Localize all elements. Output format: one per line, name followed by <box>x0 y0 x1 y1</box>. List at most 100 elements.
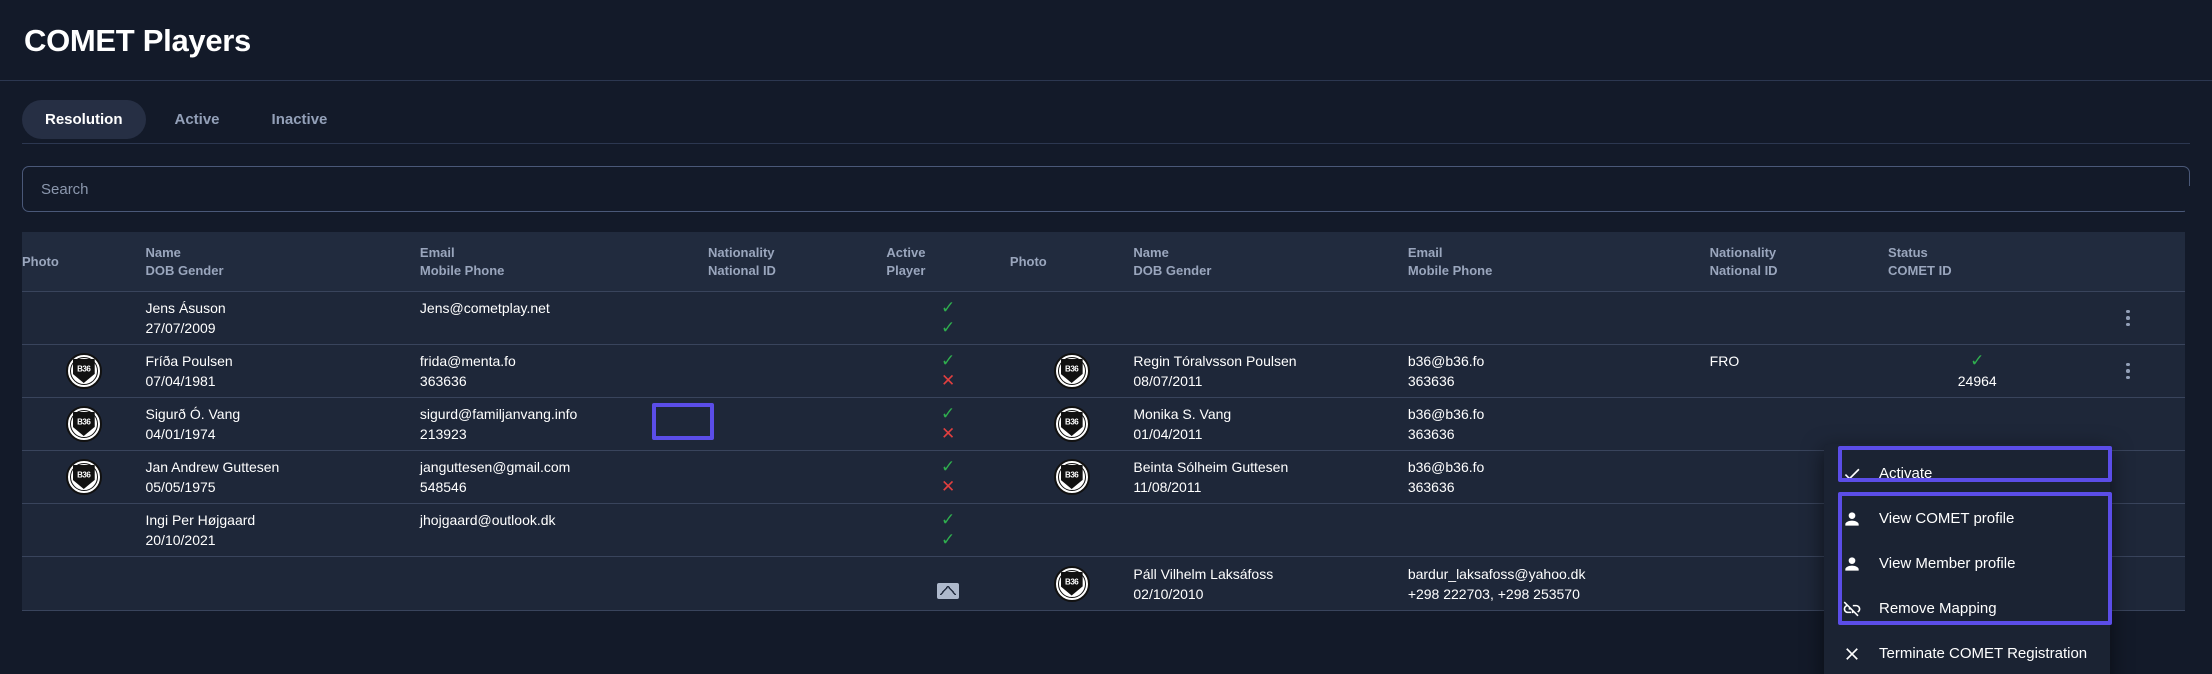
cell-nationality-right <box>1709 291 1889 345</box>
player-nationality <box>708 298 886 318</box>
cell-photo-right: B36 <box>1009 556 1134 611</box>
member-phone <box>1408 318 1710 338</box>
member-phone: +298 222703, +298 253570 <box>1407 585 1580 602</box>
cell-photo-right <box>1009 503 1134 557</box>
comet-id <box>1888 424 2066 444</box>
cell-photo-right: B36 <box>1009 450 1134 504</box>
row-menu-button[interactable] <box>2066 309 2190 327</box>
club-badge-icon: B36 <box>1053 565 1090 602</box>
table-row[interactable]: B36 Sigurð Ó. Vang 04/01/1974 sigurd@familj… <box>22 397 2190 451</box>
table-row[interactable]: B36 Fríða Poulsen 07/04/1981 frida@menta.fo… <box>22 344 2190 398</box>
tick-icon: ✓ <box>941 457 956 476</box>
member-name: Beinta Sólheim Guttesen <box>1133 459 1289 475</box>
col-name-right: Name DOB Gender <box>1133 232 1408 292</box>
player-name: Ingi Per Højgaard <box>145 512 256 528</box>
col-photo-left: Photo <box>22 232 146 292</box>
col-status: Status COMET ID <box>1888 232 2067 292</box>
comet-id <box>1888 318 2066 338</box>
cell-name-left: Jens Ásuson 27/07/2009 <box>145 291 420 345</box>
context-menu-item-remove-mapping[interactable]: Remove Mapping <box>1824 586 2110 631</box>
player-email: sigurd@familjanvang.info <box>419 406 578 422</box>
cell-active-player: ✓ ✕ <box>886 450 1010 504</box>
context-menu-item-label: Terminate COMET Registration <box>1879 645 2088 662</box>
member-name: Páll Vilhelm Laksáfoss <box>1133 565 1274 582</box>
col-active-player: Active Player <box>886 232 1010 292</box>
col-email-left-top: Email <box>419 245 455 260</box>
cell-name-left: Sigurð Ó. Vang 04/01/1974 <box>145 397 420 451</box>
cell-actions <box>2066 291 2190 345</box>
player-national-id <box>708 424 886 444</box>
cell-email-left: sigurd@familjanvang.info 213923 <box>419 397 709 451</box>
cell-active-player: ✓ ✕ <box>886 397 1010 451</box>
context-menu-item-view-comet-profile[interactable]: View COMET profile <box>1824 496 2110 541</box>
table-header-row: Photo Name DOB Gender Email Mobile Phone… <box>22 232 2190 292</box>
cell-email-right <box>1407 291 1710 345</box>
cell-active-player <box>886 556 1010 611</box>
search-input[interactable] <box>22 166 2190 212</box>
col-nationality-right-top: Nationality <box>1709 245 1777 260</box>
context-menu-item-activate[interactable]: Activate <box>1824 451 2110 496</box>
cell-nationality-left <box>708 450 887 504</box>
cell-nationality-left <box>708 397 887 451</box>
player-phone <box>420 318 708 338</box>
player-name <box>145 564 419 584</box>
search-container <box>0 144 2212 212</box>
tab-bar: Resolution Active Inactive <box>0 81 2212 143</box>
tab-inactive[interactable]: Inactive <box>271 110 328 128</box>
players-table: Photo Name DOB Gender Email Mobile Phone… <box>22 232 2190 611</box>
cell-name-right: Regin Tóralvsson Poulsen 08/07/2011 <box>1133 344 1408 398</box>
member-dob: 01/04/2011 <box>1133 426 1203 442</box>
cell-photo-right: B36 <box>1009 344 1134 398</box>
cell-actions <box>2066 397 2190 451</box>
table-row[interactable]: Ingi Per Højgaard 20/10/2021 jhojgaard@out… <box>22 503 2190 557</box>
col-email-left-sub: Mobile Phone <box>419 263 505 278</box>
mail-icon[interactable] <box>886 583 1009 604</box>
player-national-id <box>708 530 886 550</box>
tick-icon: ✓ <box>941 318 956 337</box>
context-menu-item-terminate-comet-registration[interactable]: Terminate COMET Registration <box>1824 631 2110 674</box>
cell-name-right <box>1133 503 1408 557</box>
col-photo-right: Photo <box>1009 232 1134 292</box>
close-icon <box>1842 644 1862 664</box>
player-national-id <box>708 318 886 338</box>
player-nationality <box>708 564 886 584</box>
player-dob: 27/07/2009 <box>145 320 216 336</box>
cell-photo-left: B36 <box>22 397 146 451</box>
cell-photo-left <box>22 291 146 345</box>
tab-active[interactable]: Active <box>174 110 220 128</box>
member-email <box>1408 298 1710 318</box>
member-dob <box>1133 530 1407 550</box>
member-phone <box>1408 530 1710 550</box>
page-header: COMET Players <box>0 0 2212 80</box>
club-badge-icon: B36 <box>65 353 102 389</box>
context-menu-item-label: Remove Mapping <box>1879 600 1997 617</box>
row-context-menu[interactable]: Activate View COMET profile View Member pr… <box>1824 444 2110 674</box>
tick-icon: ✓ <box>941 298 956 317</box>
member-national-id <box>1710 371 1888 391</box>
col-nationality-left-sub: National ID <box>708 263 776 278</box>
player-email: janguttesen@gmail.com <box>419 459 571 475</box>
tab-resolution[interactable]: Resolution <box>22 99 146 139</box>
member-email: bardur_laksafoss@yahoo.dk <box>1407 565 1586 582</box>
tick-icon: ✓ <box>941 404 956 423</box>
member-dob: 02/10/2010 <box>1133 585 1204 602</box>
col-name-right-sub: DOB Gender <box>1133 263 1212 278</box>
cell-name-right <box>1133 291 1408 345</box>
row-menu-button[interactable] <box>2066 362 2190 380</box>
col-nationality-left-top: Nationality <box>708 245 775 260</box>
cell-photo-left <box>22 556 146 611</box>
player-name: Fríða Poulsen <box>145 353 233 369</box>
player-name: Jan Andrew Guttesen <box>145 459 280 475</box>
member-dob: 11/08/2011 <box>1133 479 1202 495</box>
member-nationality <box>1710 298 1888 318</box>
club-badge-icon: B36 <box>65 406 102 442</box>
cell-email-right: bardur_laksafoss@yahoo.dk +298 222703, +2… <box>1407 556 1710 611</box>
context-menu-item-view-member-profile[interactable]: View Member profile <box>1824 541 2110 586</box>
col-photo-right-label: Photo <box>1009 254 1047 269</box>
cell-email-right <box>1407 503 1710 557</box>
table-row[interactable]: Jens Ásuson 27/07/2009 Jens@cometplay.net … <box>22 291 2190 345</box>
cell-active-player: ✓ ✓ <box>886 503 1010 557</box>
player-phone: 548546 <box>419 479 467 495</box>
player-name: Sigurð Ó. Vang <box>145 406 241 422</box>
player-dob: 20/10/2021 <box>145 532 216 548</box>
